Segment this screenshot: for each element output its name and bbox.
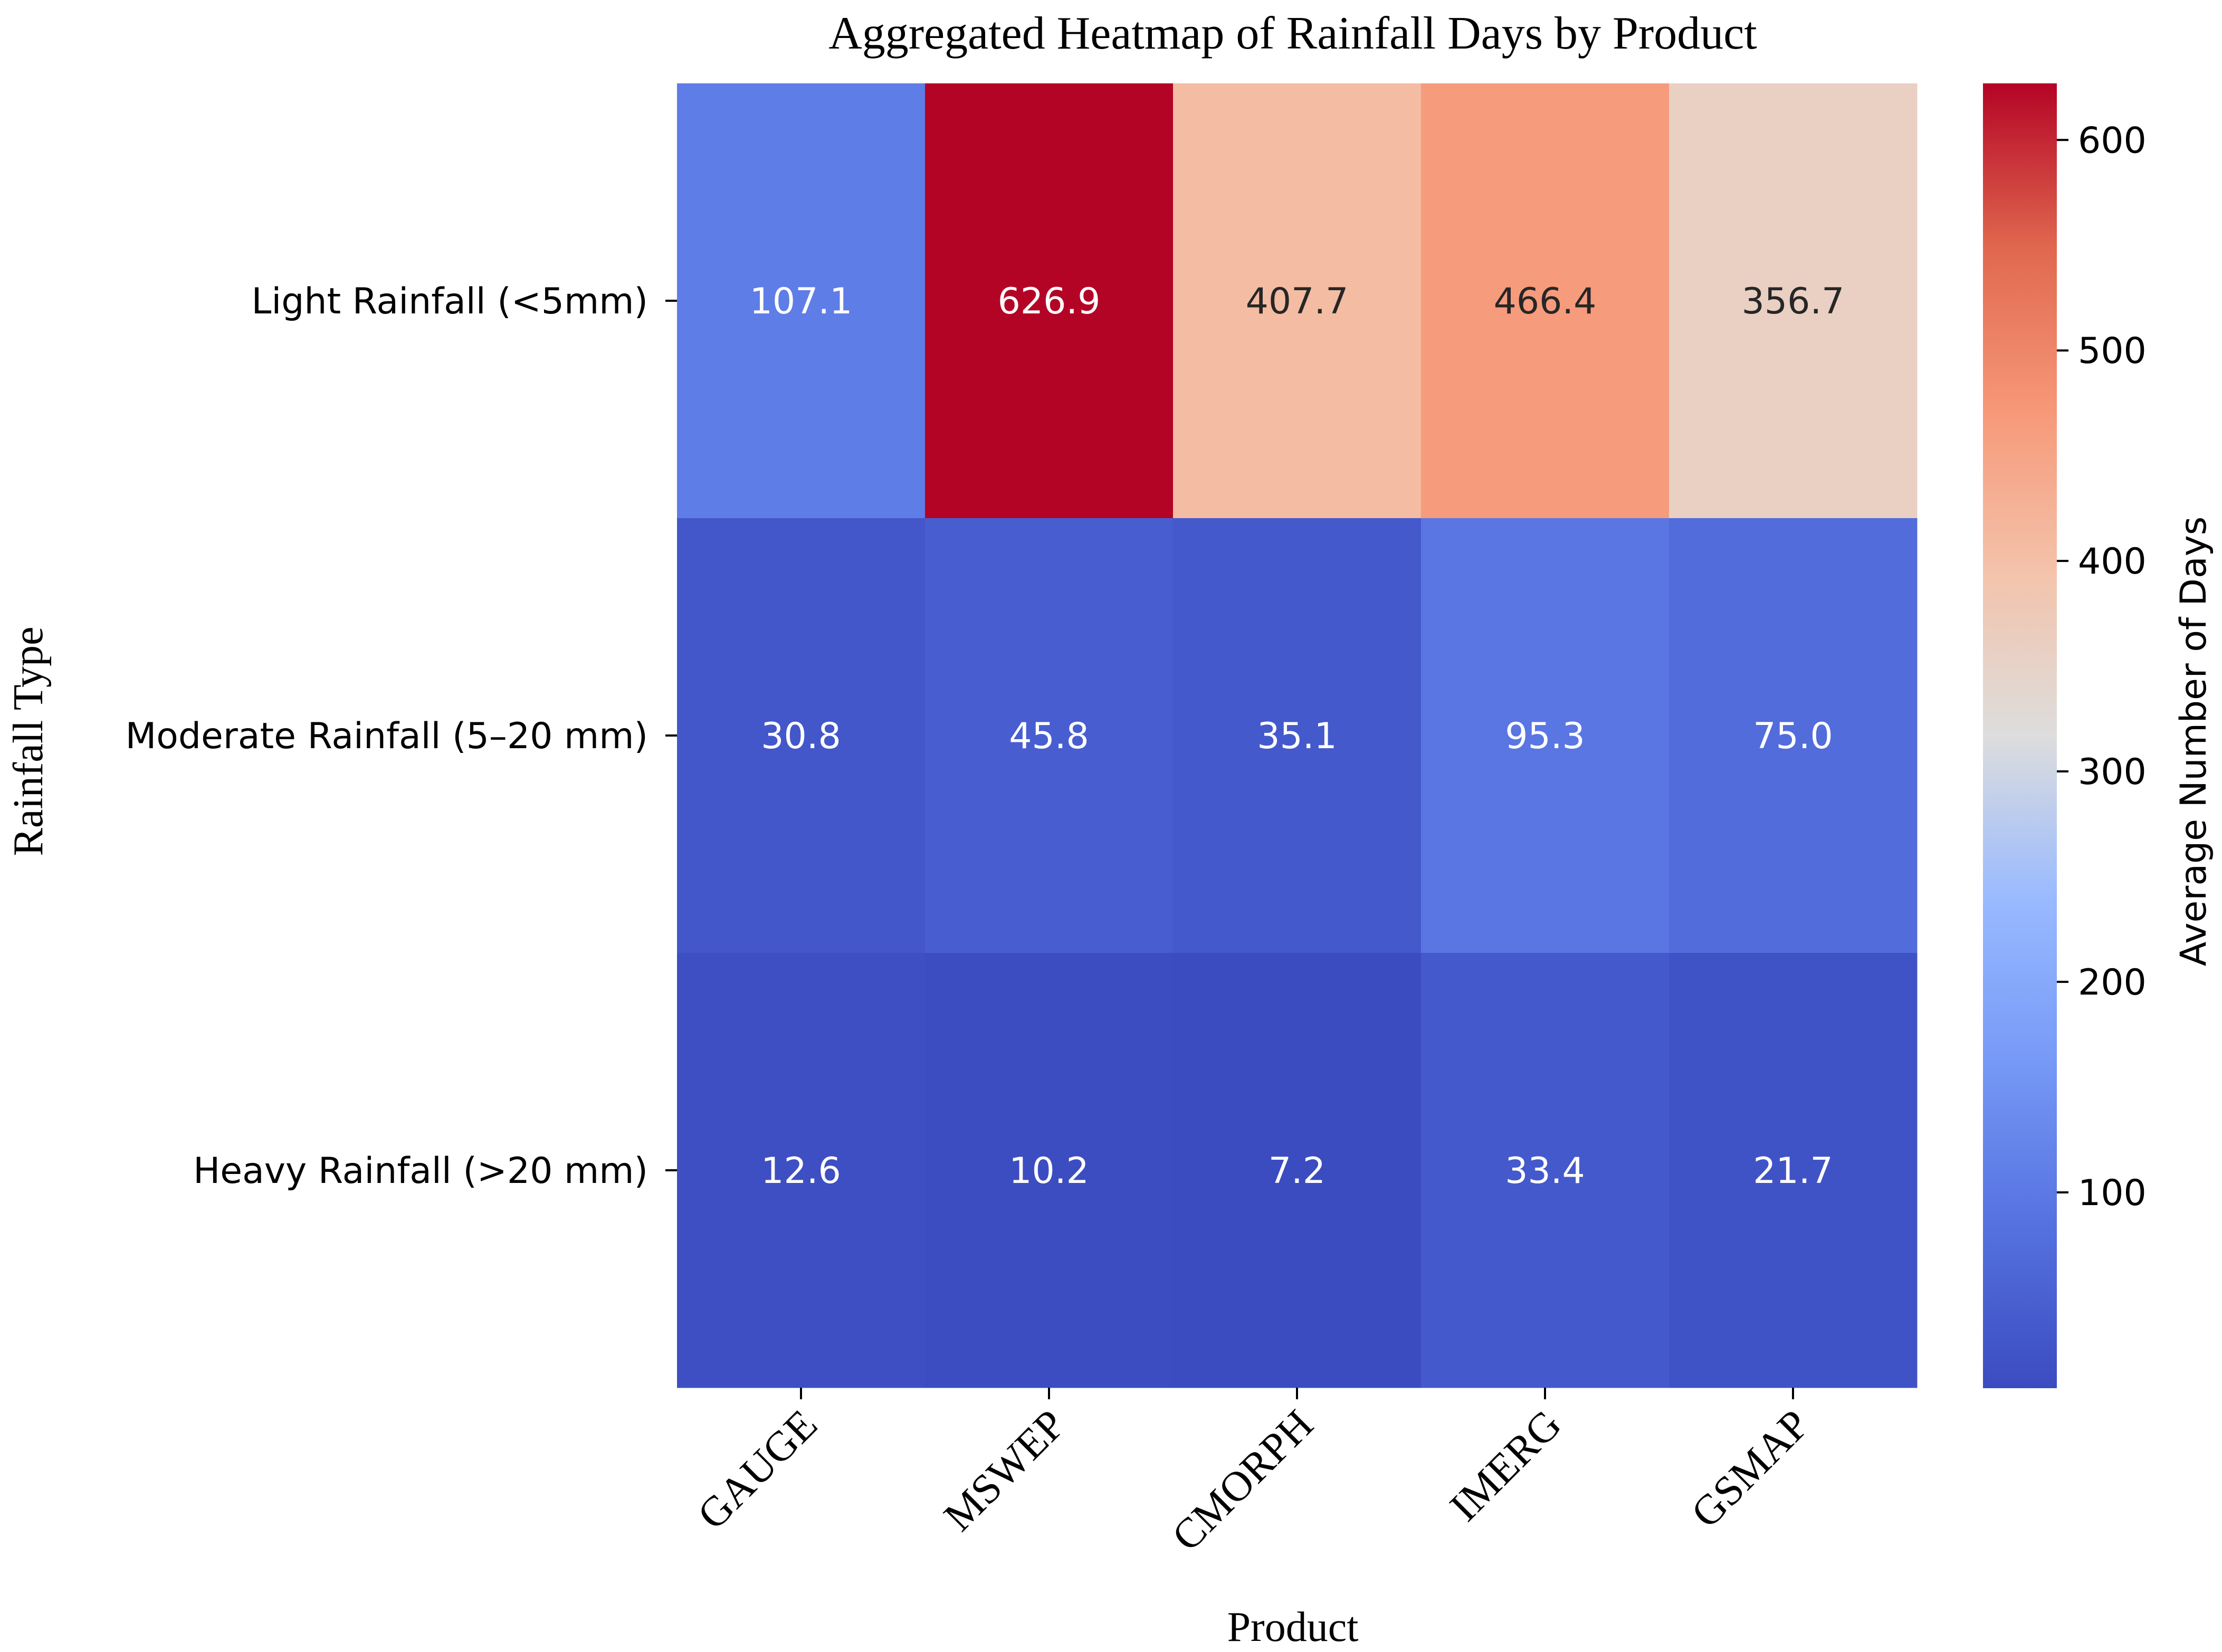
cell-value-label: 12.6: [761, 1150, 841, 1192]
heatmap-cell: [1173, 518, 1422, 953]
heatmap-cell: [677, 953, 926, 1388]
colorbar: [1983, 83, 2057, 1388]
cell-value-label: 7.2: [1269, 1150, 1325, 1192]
cell-value-label: 35.1: [1257, 715, 1337, 757]
heatmap-cell: [1173, 953, 1422, 1388]
colorbar-tick-label: 600: [2078, 120, 2147, 161]
heatmap-cell: [925, 953, 1174, 1388]
cell-value-label: 30.8: [761, 715, 841, 757]
heatmap-cells: [677, 83, 1918, 1388]
y-tick-label: Light Rainfall (<5mm): [251, 281, 648, 322]
x-tick-label: MSWEP: [935, 1401, 1074, 1540]
x-tick-label: CMORPH: [1164, 1401, 1322, 1560]
y-tick-label: Moderate Rainfall (5–20 mm): [126, 715, 648, 757]
chart-title: Aggregated Heatmap of Rainfall Days by P…: [828, 8, 1757, 59]
heatmap-cell-labels: 107.1 626.9 407.7 466.4 356.7 30.8 45.8 35.1 95.…: [750, 281, 1845, 1192]
cell-value-label: 407.7: [1246, 281, 1349, 322]
colorbar-tick-label: 300: [2078, 751, 2147, 793]
cell-value-label: 10.2: [1009, 1150, 1089, 1192]
heatmap-cell: [925, 518, 1174, 953]
y-tick-label: Heavy Rainfall (>20 mm): [193, 1150, 648, 1192]
x-axis-label: Product: [1227, 1604, 1359, 1650]
heatmap-cell: [1669, 953, 1918, 1388]
cell-value-label: 356.7: [1742, 281, 1845, 322]
cell-value-label: 107.1: [750, 281, 853, 322]
colorbar-tick-label: 100: [2078, 1172, 2147, 1214]
y-axis: Light Rainfall (<5mm) Moderate Rainfall (…: [126, 281, 677, 1192]
cell-value-label: 466.4: [1494, 281, 1597, 322]
heatmap-cell: [1421, 83, 1670, 519]
colorbar-label: Average Number of Days: [2173, 517, 2215, 967]
colorbar-ticks: 100 200 300 400 500 600: [2057, 120, 2147, 1214]
cell-value-label: 45.8: [1009, 715, 1089, 757]
heatmap-cell: [677, 518, 926, 953]
x-tick-label: GSMAP: [1683, 1401, 1818, 1537]
y-axis-label: Rainfall Type: [5, 626, 52, 856]
cell-value-label: 21.7: [1753, 1150, 1833, 1192]
x-axis: GAUGE MSWEP CMORPH IMERG GSMAP: [689, 1388, 1818, 1560]
heatmap-cell: [1669, 83, 1918, 519]
x-tick-label: GAUGE: [689, 1401, 826, 1539]
colorbar-tick-label: 500: [2078, 330, 2147, 372]
x-tick-label: IMERG: [1441, 1401, 1570, 1531]
cell-value-label: 95.3: [1505, 715, 1585, 757]
heatmap-cell: [925, 83, 1174, 519]
colorbar-tick-label: 200: [2078, 962, 2147, 1004]
heatmap-cell: [1173, 83, 1422, 519]
heatmap-cell: [1421, 518, 1670, 953]
colorbar-tick-label: 400: [2078, 541, 2147, 583]
heatmap-cell: [1669, 518, 1918, 953]
cell-value-label: 626.9: [998, 281, 1101, 322]
heatmap-cell: [677, 83, 926, 519]
cell-value-label: 75.0: [1753, 715, 1833, 757]
heatmap-cell: [1421, 953, 1670, 1388]
cell-value-label: 33.4: [1505, 1150, 1585, 1192]
